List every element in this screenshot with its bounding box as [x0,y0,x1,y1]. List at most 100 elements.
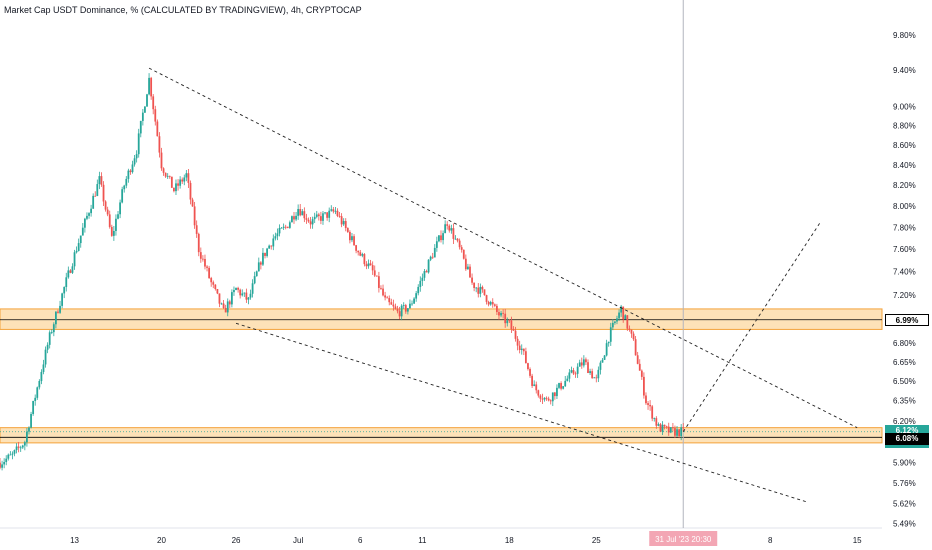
candle-body [616,318,618,322]
candle-body [170,176,173,188]
candle-body [137,133,140,155]
y-tick-label: 8.80% [893,122,916,131]
candle-body [353,236,355,246]
candle-body [133,158,136,165]
candle-body [9,454,12,456]
candle-body [228,301,231,305]
y-tick-label: 8.20% [893,181,916,190]
candle-body [135,154,138,159]
x-tick-label: 6 [358,536,363,545]
candle-body [365,264,368,267]
candle-body [278,228,281,234]
candle-body [431,256,434,258]
candle-body [67,270,70,278]
candle-body [173,187,175,192]
candle-body [574,373,577,375]
candle-body [404,305,407,312]
candle-body [19,447,22,449]
y-tick-label: 7.80% [893,223,916,232]
candle-body [458,240,461,248]
candle-body [189,182,192,200]
candle-body [566,378,569,381]
candle-body [421,277,424,281]
candle-body [454,238,457,240]
candle-body [144,106,146,113]
candle-body [42,364,45,372]
candle-body [516,338,519,346]
candle-body [485,295,488,302]
candle-body [585,359,587,363]
candle-body [303,211,306,219]
sr-zone-1 [0,427,883,444]
candle-body [651,406,654,419]
candle-body [630,329,633,334]
candle-body [28,427,30,432]
candle-body [222,303,225,308]
y-tick-label: 8.60% [893,141,916,150]
candle-body [191,199,194,207]
candle-body [65,277,68,288]
candle-body [589,371,591,374]
candle-body [77,243,80,251]
candle-body [529,369,531,376]
candle-body [406,308,409,312]
candle-body [496,305,498,313]
candle-body [438,235,440,242]
candle-body [315,214,318,217]
y-tick-label: 7.40% [893,268,916,277]
candle-body [30,413,32,428]
candle-body [0,462,1,468]
y-tick-label: 8.40% [893,161,916,170]
candle-body [396,308,399,312]
candle-body [160,152,163,169]
candle-body [601,359,604,363]
candle-body [237,287,239,290]
candle-body [179,179,182,186]
candle-body [245,292,248,300]
candle-body [32,400,35,414]
candle-body [634,339,637,356]
candle-body [551,392,554,402]
x-tick-label: 8 [768,536,773,545]
candle-body [508,320,511,322]
x-tick-label: 15 [853,536,862,545]
candle-body [425,271,428,273]
candle-body [367,263,370,267]
candle-body [382,288,384,296]
candle-body [489,302,492,305]
candle-body [531,375,533,386]
candle-body [400,305,403,317]
candle-body [620,306,623,313]
candle-body [433,247,436,258]
candle-body [346,228,349,232]
candle-body [442,233,444,241]
candle-body [539,395,542,399]
candle-body [208,267,211,279]
candle-body [522,348,525,352]
candle-body [48,332,51,345]
candle-body [359,252,362,256]
candle-body [593,377,596,379]
candle-body [506,320,509,324]
candle-body [50,332,53,333]
candle-body [464,258,467,270]
candle-body [336,210,339,216]
candle-body [86,215,88,219]
candle-body [570,370,573,373]
candle-body [121,189,124,203]
candle-body [7,454,10,459]
candle-body [257,262,260,272]
crosshair-date-label: 31 Jul '23 20:30 [655,535,712,544]
candle-body [462,249,465,259]
candle-body [177,183,179,186]
candle-body [293,216,295,220]
candle-body [270,245,273,247]
candle-body [560,383,562,389]
candle-body [291,216,293,223]
candle-body [212,282,215,285]
candle-body [280,227,283,229]
candle-body [477,287,480,294]
candle-body [628,328,631,330]
candle-body [427,259,430,273]
